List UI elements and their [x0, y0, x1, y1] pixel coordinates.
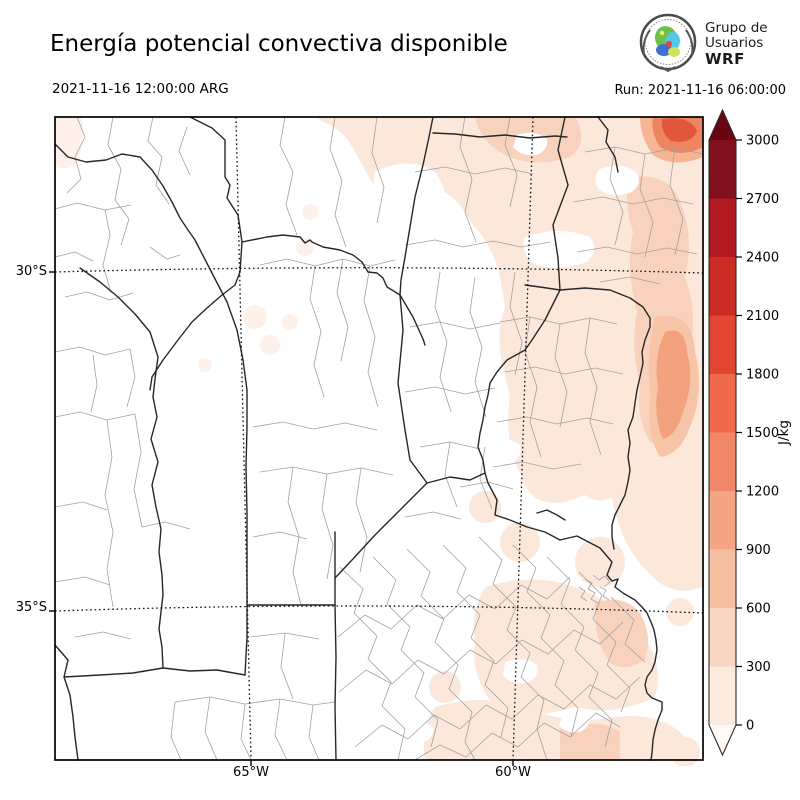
province-boundaries	[54, 116, 663, 761]
departments-west	[54, 411, 191, 640]
svg-text:300: 300	[746, 660, 771, 675]
wrf-users-group-logo: Grupo de Usuarios WRF	[638, 13, 768, 75]
gridline-65w	[235, 116, 252, 761]
svg-text:1500: 1500	[746, 426, 779, 441]
logo-line-1: Grupo de	[705, 19, 768, 36]
uruguay-river-line	[559, 287, 651, 550]
logo-line-3: WRF	[705, 49, 745, 68]
colorbar: 3000 2700 2400 2100 1800 1500 1200 900 6…	[708, 108, 792, 757]
departments-corrientes	[572, 146, 704, 285]
colorbar-unit-label: J/kg	[776, 420, 792, 446]
colorbar-arrows	[709, 110, 736, 755]
border-mendoza-lapampa-west	[54, 644, 79, 761]
border-santiago-santafe	[399, 116, 568, 346]
border-catamarca-diagonal	[149, 116, 243, 391]
entrerios-delta-fork	[536, 509, 566, 521]
departments-amba-cluster	[578, 574, 611, 604]
svg-text:1800: 1800	[746, 368, 779, 383]
colorbar-tick-marks	[736, 139, 742, 726]
departments-northwest	[54, 116, 191, 413]
svg-text:2700: 2700	[746, 192, 779, 207]
svg-text:900: 900	[746, 543, 771, 558]
axis-ticks	[49, 271, 514, 766]
departments-cordoba	[252, 116, 396, 606]
departments-santafe	[404, 116, 551, 520]
valid-time-label: 2021-11-16 12:00:00 ARG	[52, 81, 229, 97]
border-corrientes-entrerios	[524, 284, 561, 291]
map-frame	[54, 116, 704, 761]
cape-shading-layer	[55, 117, 703, 766]
svg-text:1200: 1200	[746, 485, 779, 500]
gridline-60w	[512, 116, 534, 761]
cape-map	[49, 116, 704, 766]
run-time-label: Run: 2021-11-16 06:00:00	[614, 83, 786, 98]
border-corrientes-ne	[597, 116, 619, 173]
departments-lapampa	[170, 632, 336, 761]
page-title: Energía potencial convectiva disponible	[50, 31, 508, 57]
logo-line-2: Usuarios	[705, 35, 764, 52]
colorbar-tick-labels: 3000 2700 2400 2100 1800 1500 1200 900 6…	[746, 134, 779, 734]
svg-text:2100: 2100	[746, 309, 779, 324]
border-sanjuan-mendoza	[79, 267, 159, 398]
border-desaguadero	[150, 396, 164, 669]
colorbar-segments	[709, 140, 736, 726]
ytick-30s: 30°S	[15, 264, 47, 279]
xtick-65w: 65°W	[233, 765, 269, 780]
wrf-logo-emblem-icon	[639, 13, 697, 73]
svg-text:2400: 2400	[746, 251, 779, 266]
border-buenosaires-north-and-coast	[334, 472, 663, 761]
border-sanluis-east	[244, 389, 248, 676]
border-cordoba-santiago	[241, 234, 401, 296]
xtick-60w: 60°W	[495, 765, 531, 780]
svg-text:0: 0	[746, 719, 754, 734]
border-larioja-sanjuan	[54, 143, 248, 391]
parana-river-line	[477, 116, 569, 474]
svg-text:3000: 3000	[746, 134, 779, 149]
ytick-35s: 35°S	[15, 600, 47, 615]
gridlines	[54, 116, 704, 761]
departments-entrerios	[492, 316, 624, 470]
svg-text:600: 600	[746, 602, 771, 617]
border-cordoba-santafe	[397, 294, 428, 484]
departments-buenosaires-1	[339, 536, 646, 761]
border-buenosaires-west	[334, 531, 337, 761]
border-lapampa-north	[63, 667, 246, 678]
